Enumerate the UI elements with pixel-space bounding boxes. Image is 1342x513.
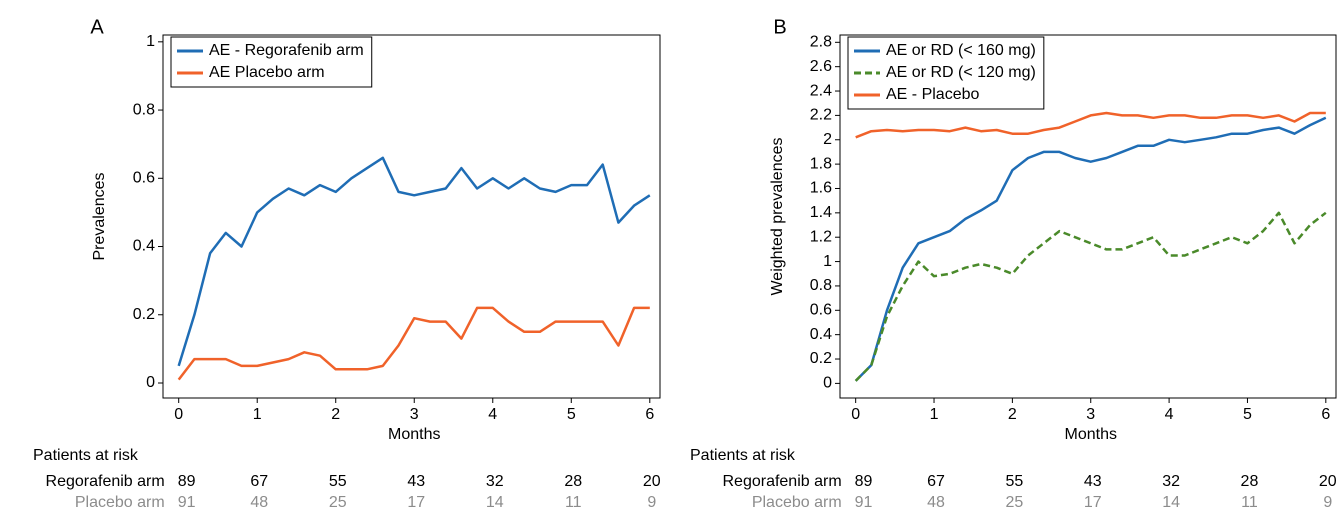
legend-box: [847, 36, 1045, 110]
x-tick-label: 4: [1165, 406, 1174, 423]
x-tick-label: 3: [410, 406, 419, 423]
x-axis-label: Months: [1065, 426, 1117, 443]
risk-count: 32: [1162, 473, 1180, 490]
risk-count: 25: [329, 494, 347, 511]
legend: AE - Regorafenib arm AE Placebo arm: [170, 36, 373, 88]
y-tick-label: 1: [823, 253, 832, 270]
x-tick-label: 1: [253, 406, 262, 423]
risk-count: 67: [927, 473, 945, 490]
x-tick-label: 2: [1008, 406, 1017, 423]
y-axis-label: Weighted prevalences: [769, 137, 786, 295]
legend-label: AE - Regorafenib arm: [209, 42, 364, 59]
x-tick-label: 0: [851, 406, 860, 423]
risk-count: 89: [178, 473, 196, 490]
risk-count: 11: [1241, 494, 1258, 511]
legend-box: [170, 36, 373, 88]
risk-count: 25: [1005, 494, 1023, 511]
legend-label: AE or RD (< 120 mg): [886, 64, 1036, 81]
legend-label: AE - Placebo: [886, 86, 979, 103]
x-tick-label: 2: [331, 406, 340, 423]
risk-count: 28: [1241, 473, 1259, 490]
plot-frame: [839, 34, 1337, 399]
risk-count: 14: [486, 494, 504, 511]
risk-row-name: Regorafenib arm: [722, 473, 841, 490]
y-tick-label: 1: [146, 33, 155, 50]
legend: AE or RD (< 160 mg) AE or RD (< 120 mg) AE…: [847, 36, 1045, 110]
series-line: [177, 306, 650, 381]
risk-row-name: Placebo arm: [75, 494, 165, 511]
y-tick-label: 0.6: [133, 170, 155, 187]
series-line: [854, 116, 1327, 382]
panel-label: B: [773, 16, 786, 38]
x-axis-label: Months: [388, 426, 440, 443]
x-tick-label: 5: [1243, 406, 1252, 423]
y-tick-label: 0.4: [810, 326, 832, 343]
y-tick-label: 0.8: [133, 101, 155, 118]
risk-count: 91: [855, 494, 873, 511]
risk-count: 43: [1084, 473, 1102, 490]
risk-count: 14: [1162, 494, 1180, 511]
y-tick-label: 0: [823, 375, 832, 392]
series-line: [854, 211, 1327, 382]
y-tick-label: 0.6: [810, 302, 832, 319]
y-tick-label: 1.4: [810, 204, 832, 221]
x-tick-label: 4: [488, 406, 497, 423]
risk-count: 20: [643, 473, 661, 490]
y-tick-label: 0.8: [810, 277, 832, 294]
y-tick-label: 2.4: [810, 82, 832, 99]
risk-count: 9: [1323, 494, 1332, 511]
x-tick-label: 6: [645, 406, 654, 423]
y-tick-label: 2.8: [810, 34, 832, 51]
legend-label: AE or RD (< 160 mg): [886, 42, 1036, 59]
x-tick-label: 1: [930, 406, 939, 423]
risk-count: 17: [407, 494, 425, 511]
risk-row-name: Placebo arm: [752, 494, 842, 511]
risk-count: 9: [647, 494, 656, 511]
plot-frame: [162, 34, 661, 399]
risk-count: 89: [855, 473, 873, 490]
y-tick-label: 2.2: [810, 107, 832, 124]
panel-label: A: [90, 16, 104, 38]
y-tick-label: 1.8: [810, 155, 832, 172]
risk-count: 55: [329, 473, 347, 490]
y-tick-label: 2: [823, 131, 832, 148]
x-tick-label: 3: [1086, 406, 1095, 423]
x-tick-label: 5: [567, 406, 576, 423]
risk-count: 11: [565, 494, 582, 511]
risk-count: 28: [564, 473, 582, 490]
y-tick-label: 2.6: [810, 58, 832, 75]
risk-count: 17: [1084, 494, 1102, 511]
x-tick-label: 0: [174, 406, 183, 423]
risk-count: 55: [1005, 473, 1023, 490]
y-tick-label: 0.2: [810, 350, 832, 367]
risk-row-name: Regorafenib arm: [46, 473, 165, 490]
y-axis-label: Prevalences: [91, 172, 108, 260]
risk-table-title: Patients at risk: [690, 447, 796, 464]
risk-count: 43: [407, 473, 425, 490]
y-tick-label: 0.2: [133, 306, 155, 323]
legend-label: AE Placebo arm: [209, 64, 325, 81]
y-tick-label: 1.2: [810, 228, 832, 245]
risk-count: 48: [250, 494, 268, 511]
risk-count: 91: [178, 494, 196, 511]
y-tick-label: 1.6: [810, 180, 832, 197]
risk-count: 32: [486, 473, 504, 490]
series-line: [177, 156, 651, 367]
series-line: [855, 111, 1326, 139]
risk-count: 48: [927, 494, 945, 511]
y-tick-label: 0: [146, 374, 155, 391]
risk-count: 67: [250, 473, 268, 490]
risk-table-title: Patients at risk: [33, 447, 139, 464]
y-tick-label: 0.4: [133, 238, 155, 255]
x-tick-label: 6: [1321, 406, 1330, 423]
risk-count: 20: [1319, 473, 1337, 490]
